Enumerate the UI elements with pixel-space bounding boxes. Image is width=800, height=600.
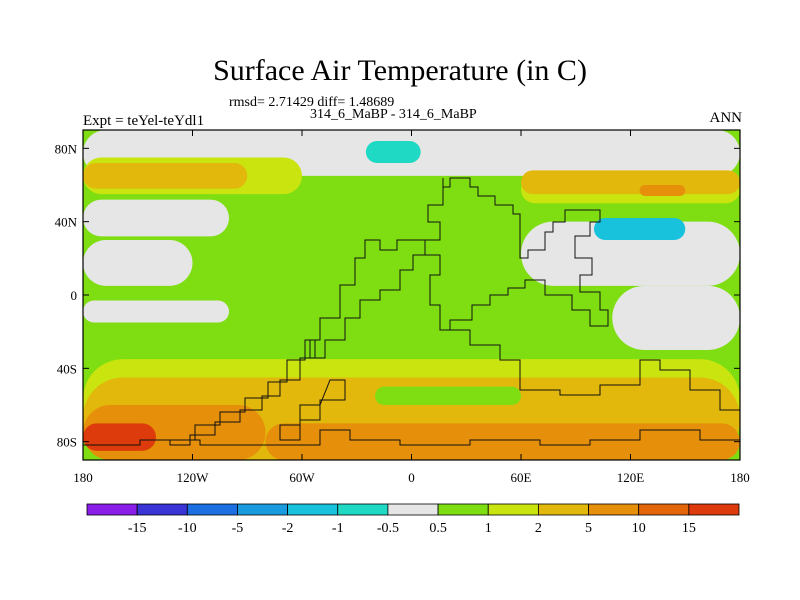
colorbar-box-4 bbox=[287, 503, 339, 516]
temp-region-6 bbox=[521, 221, 740, 286]
colorbar-box-9 bbox=[537, 503, 589, 516]
y-tick-label-3: 40S bbox=[57, 361, 77, 376]
colorbar: -15 -10 -5 -2 -1 -0.5 0.5 1 2 5 10 15 bbox=[86, 503, 740, 536]
colorbar-box-10 bbox=[588, 503, 640, 516]
experiment-label: Expt = teYel-teYdl1 bbox=[83, 113, 205, 129]
x-tick-label-1: 120W bbox=[177, 470, 210, 485]
x-tick-label-0: 180 bbox=[73, 470, 93, 485]
colorbar-box-2 bbox=[186, 503, 238, 516]
temp-region-11 bbox=[639, 185, 686, 196]
y-tick-label-4: 80S bbox=[57, 435, 77, 450]
colorbar-label-6: 0.5 bbox=[429, 521, 447, 536]
temp-region-3 bbox=[83, 240, 193, 286]
colorbar-label-7: 1 bbox=[485, 521, 492, 536]
colorbar-box-6 bbox=[387, 503, 439, 516]
colorbar-label-0: -15 bbox=[128, 521, 147, 536]
temp-region-9 bbox=[521, 170, 740, 195]
temp-region-18 bbox=[83, 423, 156, 451]
temp-region-4 bbox=[83, 300, 229, 323]
x-tick-label-2: 60W bbox=[289, 470, 315, 485]
temp-region-10 bbox=[83, 163, 248, 189]
y-tick-label-2: 0 bbox=[71, 288, 78, 303]
colorbar-label-2: -5 bbox=[232, 521, 244, 536]
season-label: ANN bbox=[709, 110, 743, 126]
colorbar-box-3 bbox=[237, 503, 289, 516]
colorbar-label-4: -1 bbox=[332, 521, 344, 536]
temp-region-12 bbox=[365, 141, 421, 163]
colorbar-box-8 bbox=[487, 503, 539, 516]
y-axis: 80N 40N 0 40S 80S bbox=[55, 141, 740, 450]
colorbar-box-0 bbox=[86, 503, 138, 516]
colorbar-box-7 bbox=[437, 503, 489, 516]
chart-subtitle: 314_6_MaBP - 314_6_MaBP bbox=[310, 107, 477, 122]
colorbar-label-9: 5 bbox=[585, 521, 592, 536]
temp-region-19 bbox=[375, 386, 521, 405]
x-tick-label-4: 60E bbox=[511, 470, 532, 485]
colorbar-box-5 bbox=[337, 503, 389, 516]
x-tick-label-3: 0 bbox=[408, 470, 415, 485]
stats-label: rmsd= 2.71429 diff= 1.48689 bbox=[229, 95, 395, 110]
colorbar-box-12 bbox=[688, 503, 740, 516]
x-tick-label-5: 120E bbox=[617, 470, 645, 485]
temp-region-13 bbox=[594, 218, 686, 240]
colorbar-label-11: 15 bbox=[682, 521, 696, 536]
y-tick-label-0: 80N bbox=[55, 141, 78, 156]
colorbar-label-8: 2 bbox=[535, 521, 542, 536]
paleo-coastline bbox=[83, 177, 740, 446]
chart-title: Surface Air Temperature (in C) bbox=[213, 54, 587, 87]
x-tick-label-6: 180 bbox=[730, 470, 750, 485]
colorbar-label-1: -10 bbox=[178, 521, 197, 536]
temp-region-2 bbox=[83, 199, 229, 237]
y-tick-label-1: 40N bbox=[55, 215, 78, 230]
temperature-field bbox=[83, 130, 740, 460]
temp-region-17 bbox=[265, 423, 740, 460]
colorbar-box-1 bbox=[136, 503, 188, 516]
colorbar-label-10: 10 bbox=[632, 521, 646, 536]
colorbar-label-3: -2 bbox=[282, 521, 294, 536]
temp-region-5 bbox=[612, 285, 740, 350]
x-axis: 180 120W 60W 0 60E 120E 180 bbox=[73, 130, 750, 485]
colorbar-label-5: -0.5 bbox=[377, 521, 399, 536]
colorbar-box-11 bbox=[638, 503, 690, 516]
